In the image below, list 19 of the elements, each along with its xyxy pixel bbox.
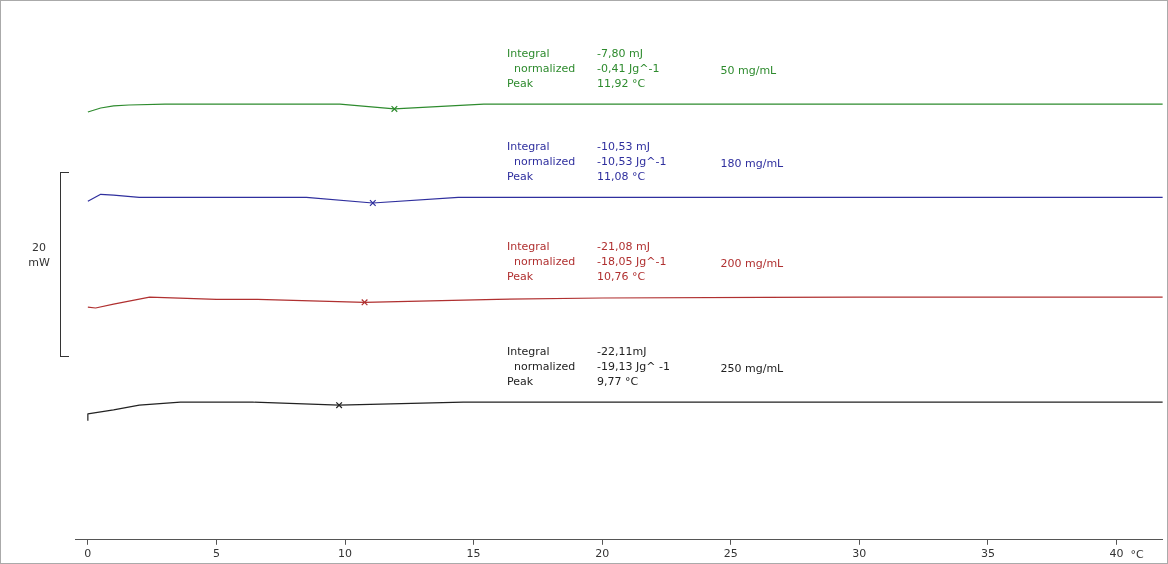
text: Integral -21,08 mJ normalized -18,05 Jg^-1 Peak 10,76 °C	[507, 239, 667, 283]
x-tick-label: 0	[84, 547, 92, 561]
text: Integral -7,80 mJ normalized -0,41 Jg^-1 Peak 11,92 °C	[507, 46, 660, 90]
x-tick-label: 20	[595, 547, 610, 561]
x-tick-label: 40	[1109, 547, 1124, 561]
text: Integral -22,11mJ normalized -19,13 Jg^ -1 Peak 9,77 °C	[507, 344, 670, 388]
x-tick-label: 25	[723, 547, 738, 561]
text: 50 mg/mL	[720, 63, 778, 77]
text: 180 mg/mL	[720, 157, 785, 171]
x-tick-label: 5	[212, 547, 220, 561]
text: Integral -10,53 mJ normalized -10,53 Jg^-1 Peak 11,08 °C	[507, 140, 667, 184]
x-axis-title: °C	[1130, 548, 1145, 562]
text: 20 mW	[27, 240, 51, 270]
x-tick-label: 10	[338, 547, 353, 561]
text: 250 mg/mL	[720, 361, 785, 375]
x-tick-label: 30	[852, 547, 867, 561]
text: 200 mg/mL	[720, 256, 785, 270]
x-tick-label: 35	[980, 547, 995, 561]
x-tick-label: 15	[466, 547, 481, 561]
